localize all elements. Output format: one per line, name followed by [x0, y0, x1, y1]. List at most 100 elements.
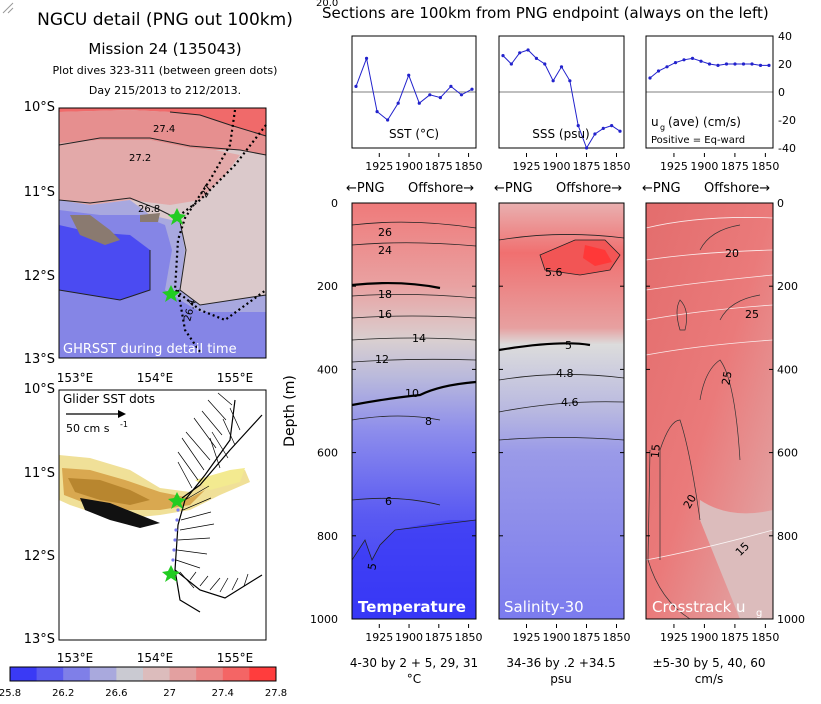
depth-tick: 0 — [777, 197, 784, 210]
contour-label: 15 — [649, 444, 663, 459]
depth-tick: 400 — [317, 363, 338, 376]
data-point — [449, 84, 453, 88]
axis-tick: 1925 — [660, 631, 688, 644]
data-point — [543, 62, 547, 66]
days-label: Day 215/2013 to 212/2013. — [88, 84, 242, 97]
axis-tick: 1925 — [365, 631, 393, 644]
data-point — [750, 62, 754, 66]
axis-tick: 1900 — [395, 631, 423, 644]
data-point — [386, 118, 390, 122]
ug-chart: u g (ave) (cm/s) Positive = Eq-ward — [645, 35, 774, 149]
scale-exponent: -1 — [120, 420, 128, 429]
ug-chart-note: Positive = Eq-ward — [651, 135, 745, 146]
data-point — [682, 58, 686, 62]
data-point — [699, 59, 703, 63]
temperature-section: 26 24 18 16 14 12 10 8 6 5 Temperature — [351, 202, 477, 620]
colorbar-swatch — [249, 667, 277, 681]
lon-label: 153°E — [57, 371, 94, 385]
lat-label: 11°S — [24, 185, 55, 200]
data-point — [568, 79, 572, 83]
colorbar-tick: 25.8 — [0, 688, 21, 699]
colorbar-tick: 27.8 — [265, 688, 287, 699]
data-point — [417, 101, 421, 105]
offshore-label: Offshore→ — [408, 181, 474, 196]
data-point — [459, 93, 464, 97]
sst-chart-title: SST (°C) — [389, 127, 439, 141]
section-label-sub: g — [756, 608, 762, 619]
caption-unit: °C — [407, 672, 421, 686]
line-chart-x-ticks: 1925 1900 1875 1850 1925 1900 1875 1850 1925 1900… — [365, 153, 779, 173]
contour-label: 14 — [412, 332, 426, 345]
colorbar-swatch — [143, 667, 171, 681]
lon-label: 155°E — [217, 371, 254, 385]
depth-tick: 200 — [777, 280, 798, 293]
contour-label: 5 — [365, 562, 379, 571]
data-point — [758, 63, 763, 67]
colorbar-tick: 26.6 — [105, 688, 127, 699]
caption-unit: psu — [550, 672, 571, 686]
contour-label: 12 — [375, 353, 389, 366]
axis-tick: -40 — [778, 142, 796, 155]
lat-label: 13°S — [24, 352, 55, 367]
axis-tick: 1900 — [690, 631, 718, 644]
contour-label: 5.6 — [545, 266, 563, 279]
data-point — [767, 63, 771, 67]
data-point — [396, 101, 400, 105]
resize-grip-icon[interactable] — [0, 0, 14, 14]
colorbar-swatch — [89, 667, 117, 681]
axis-tick: 1850 — [751, 160, 779, 173]
colorbar-swatch — [10, 667, 38, 681]
axis-tick: 1925 — [513, 631, 541, 644]
glider-map: Glider SST dots 50 cm s -1 — [58, 389, 267, 641]
lat-label: 12°S — [24, 269, 55, 284]
png-label: ←PNG — [642, 181, 681, 196]
data-point — [665, 65, 669, 69]
bottom-map-lon-labels: 153°E 154°E 155°E — [57, 651, 254, 665]
contour-label: 25 — [719, 370, 734, 386]
data-point — [354, 84, 358, 88]
data-point — [501, 54, 505, 58]
depth-tick: 1000 — [310, 613, 338, 626]
sections-title: Sections are 100km from PNG endpoint (al… — [322, 4, 769, 22]
section-headers: ←PNG Offshore→ ←PNG Offshore→ ←PNG Offsh… — [346, 181, 770, 196]
crosstrack-section: 20 25 25 15 20 15 Crosstrack u g — [645, 202, 774, 620]
data-point — [375, 110, 379, 114]
axis-tick: 1850 — [455, 631, 483, 644]
offshore-label: Offshore→ — [556, 181, 622, 196]
lon-label: 153°E — [57, 651, 94, 665]
lat-label: 11°S — [24, 466, 55, 481]
axis-tick: 1850 — [751, 631, 779, 644]
data-point — [690, 56, 695, 61]
sst-map: 27.4 27.2 27 26.8 26.4 GHRSST during det… — [58, 107, 267, 359]
axis-tick: 1900 — [543, 160, 571, 173]
colorbar-tick: 27.4 — [212, 688, 234, 699]
lon-label: 155°E — [217, 651, 254, 665]
data-point — [518, 51, 522, 55]
data-point — [576, 124, 580, 128]
sss-chart-title: SSS (psu) — [532, 127, 590, 141]
section-captions: 4-30 by 2 + 5, 29, 31 °C 34-36 by .2 +34… — [350, 656, 766, 686]
data-point — [601, 126, 605, 130]
contour-label: 27.2 — [129, 153, 151, 164]
contour-label: 10 — [405, 387, 419, 400]
top-map-lat-labels: 10°S 11°S 12°S 13°S — [24, 100, 55, 367]
data-point — [724, 62, 729, 66]
depth-tick: 600 — [317, 447, 338, 460]
lat-label: 12°S — [24, 549, 55, 564]
contour-label: 8 — [425, 415, 432, 428]
sss-chart: SSS (psu) — [498, 35, 625, 150]
lon-label: 154°E — [137, 371, 174, 385]
axis-tick: 1900 — [543, 631, 571, 644]
velocity-arrows — [175, 392, 249, 593]
caption: 34-36 by .2 +34.5 — [506, 656, 615, 670]
depth-tick: 600 — [777, 447, 798, 460]
axis-tick: 1850 — [603, 631, 631, 644]
lat-label: 13°S — [24, 632, 55, 647]
map-label: GHRSST during detail time — [63, 342, 237, 357]
data-point — [593, 132, 597, 136]
axis-tick: 1850 — [603, 160, 631, 173]
ug-chart-title-sub: g — [660, 123, 665, 132]
contour-label: 4.6 — [561, 396, 579, 409]
lon-label: 154°E — [137, 651, 174, 665]
depth-tick: 400 — [777, 363, 798, 376]
